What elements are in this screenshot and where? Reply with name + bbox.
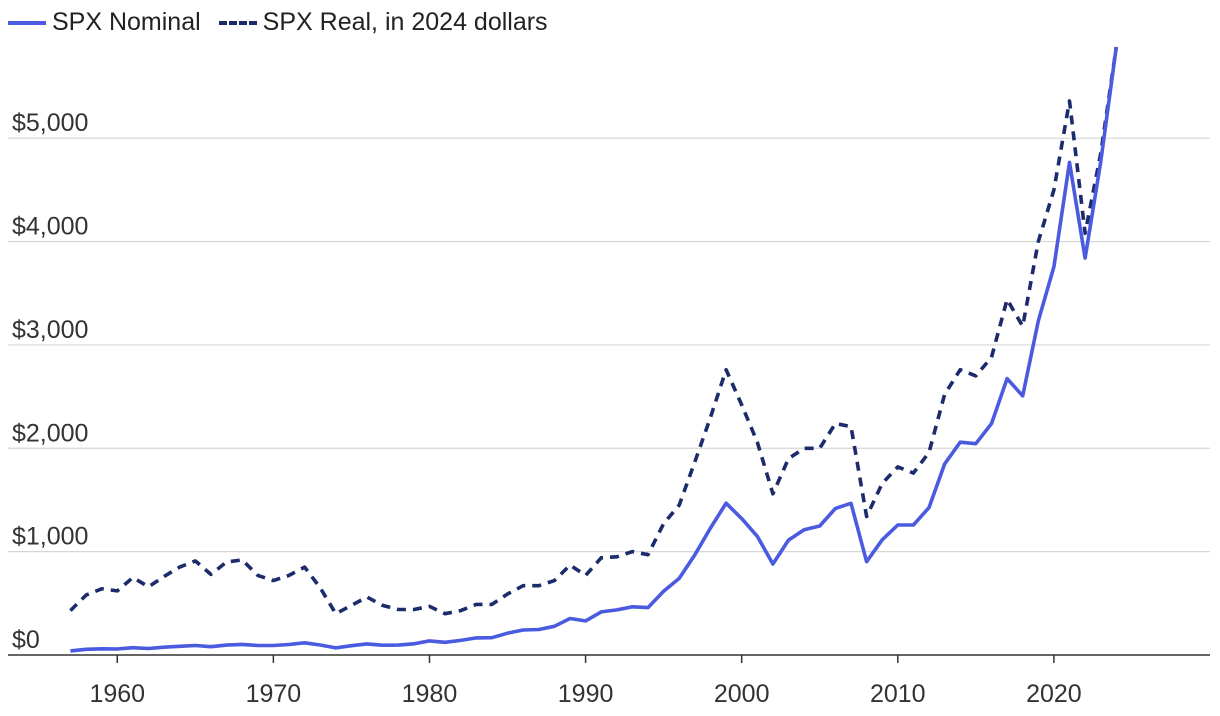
legend-item-real: SPX Real, in 2024 dollars [218, 8, 548, 37]
x-tick-label: 2020 [1026, 680, 1082, 708]
y-tick-label: $2,000 [12, 419, 88, 447]
y-axis-ticks: $0 $1,000 $2,000 $3,000 $4,000 $5,000 [12, 109, 88, 654]
x-axis-ticks: 1960 1970 1980 1990 2000 2010 2020 [89, 655, 1082, 708]
y-tick-label: $1,000 [12, 523, 88, 551]
legend-item-nominal: SPX Nominal [8, 8, 201, 37]
x-tick-label: 2000 [714, 680, 770, 708]
legend: SPX Nominal SPX Real, in 2024 dollars [8, 8, 548, 37]
legend-label-nominal: SPX Nominal [52, 8, 201, 36]
x-tick-label: 1960 [89, 680, 145, 708]
series-lines [69, 46, 1119, 653]
gridlines [8, 137, 1210, 553]
x-tick-label: 1970 [246, 680, 302, 708]
legend-swatch-real [218, 20, 257, 25]
legend-swatch-nominal [8, 20, 46, 25]
y-tick-label: $5,000 [12, 109, 88, 137]
y-tick-label: $0 [12, 626, 40, 654]
y-tick-label: $3,000 [12, 316, 88, 344]
x-tick-label: 1980 [402, 680, 458, 708]
x-tick-label: 1990 [558, 680, 614, 708]
x-tick-label: 2010 [870, 680, 926, 708]
y-tick-label: $4,000 [12, 213, 88, 241]
series-line-nominal [70, 46, 1119, 653]
legend-label-real: SPX Real, in 2024 dollars [262, 8, 548, 36]
series-line-real [69, 46, 1119, 616]
